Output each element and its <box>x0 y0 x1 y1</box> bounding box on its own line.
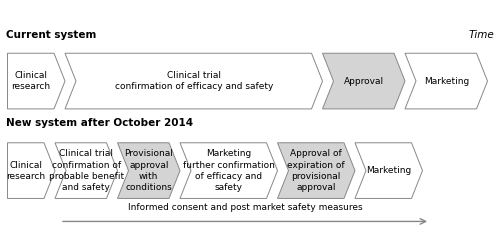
Polygon shape <box>8 53 65 109</box>
Text: Clinical trial
confirmation of efficacy and safety: Clinical trial confirmation of efficacy … <box>114 71 273 91</box>
Polygon shape <box>322 53 405 109</box>
Text: New system after October 2014: New system after October 2014 <box>6 118 193 128</box>
Polygon shape <box>355 143 422 198</box>
Text: Marketing
further confirmation
of efficacy and
safety: Marketing further confirmation of effica… <box>183 150 274 192</box>
Text: Approval: Approval <box>344 76 384 86</box>
Polygon shape <box>278 143 355 198</box>
Text: Marketing: Marketing <box>366 166 412 175</box>
Text: Current system: Current system <box>6 30 96 40</box>
Polygon shape <box>65 53 322 109</box>
Text: Clinical
research: Clinical research <box>11 71 51 91</box>
Text: Provisional
approval
with
conditions: Provisional approval with conditions <box>124 150 173 192</box>
Polygon shape <box>118 143 180 198</box>
Text: Informed consent and post market safety measures: Informed consent and post market safety … <box>128 203 362 212</box>
Polygon shape <box>8 143 55 198</box>
Text: Clinical trial
confirmation of
probable benefit
and safety: Clinical trial confirmation of probable … <box>48 150 124 192</box>
Text: Approval of
expiration of
provisional
approval: Approval of expiration of provisional ap… <box>288 150 345 192</box>
Polygon shape <box>405 53 487 109</box>
Polygon shape <box>180 143 278 198</box>
Polygon shape <box>55 143 118 198</box>
Text: Clinical
research: Clinical research <box>6 160 46 181</box>
Text: Time: Time <box>468 30 494 40</box>
Text: Marketing: Marketing <box>424 76 469 86</box>
